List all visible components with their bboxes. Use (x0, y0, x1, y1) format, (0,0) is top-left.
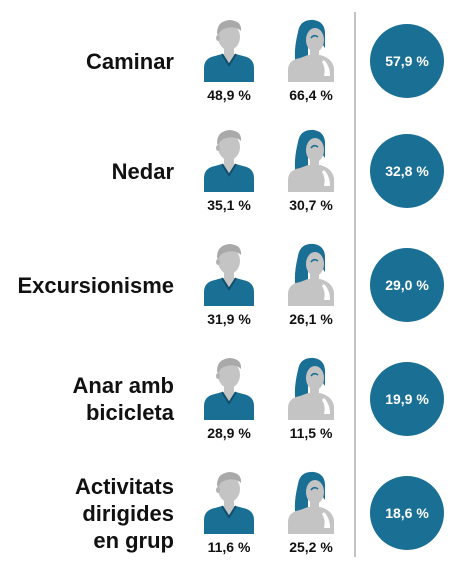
women-percentage: 11,5 % (289, 425, 333, 441)
man-icon (202, 18, 256, 82)
men-percentage: 48,9 % (207, 87, 251, 103)
activity-row-caminar: Caminar 48,9 % 66,4 % 57,9 % (0, 4, 455, 118)
woman-icon (284, 18, 338, 82)
activity-row-activitats: Activitats dirigides en grup 11,6 % 25,2… (0, 456, 455, 570)
activity-row-bicicleta: Anar amb bicicleta 28,9 % 11,5 % 19,9 % (0, 342, 455, 456)
activity-row-nedar: Nedar 35,1 % 30,7 % 32,8 % (0, 114, 455, 228)
women-percentage: 30,7 % (289, 197, 333, 213)
men-percentage: 28,9 % (207, 425, 251, 441)
total-percentage-circle: 29,0 % (370, 248, 444, 322)
man-icon (202, 356, 256, 420)
women-percentage: 25,2 % (289, 539, 333, 555)
activity-label: Activitats dirigides en grup (74, 473, 174, 553)
women-percentage: 26,1 % (289, 311, 333, 327)
men-percentage: 35,1 % (207, 197, 251, 213)
man-icon (202, 128, 256, 192)
total-percentage-circle: 19,9 % (370, 362, 444, 436)
men-percentage: 31,9 % (207, 311, 251, 327)
activity-label: Anar amb bicicleta (72, 373, 174, 425)
total-percentage-circle: 18,6 % (370, 476, 444, 550)
divider-line (354, 12, 356, 557)
activity-row-excursionisme: Excursionisme 31,9 % 26,1 % 29,0 % (0, 228, 455, 342)
man-icon (202, 470, 256, 534)
woman-icon (284, 356, 338, 420)
men-percentage: 11,6 % (207, 539, 251, 555)
total-percentage-circle: 57,9 % (370, 24, 444, 98)
activity-label: Caminar (85, 48, 174, 74)
activity-label: Nedar (111, 158, 174, 184)
total-percentage-circle: 32,8 % (370, 134, 444, 208)
man-icon (202, 242, 256, 306)
woman-icon (284, 242, 338, 306)
woman-icon (284, 128, 338, 192)
activity-label: Excursionisme (17, 272, 174, 298)
woman-icon (284, 470, 338, 534)
women-percentage: 66,4 % (289, 87, 333, 103)
